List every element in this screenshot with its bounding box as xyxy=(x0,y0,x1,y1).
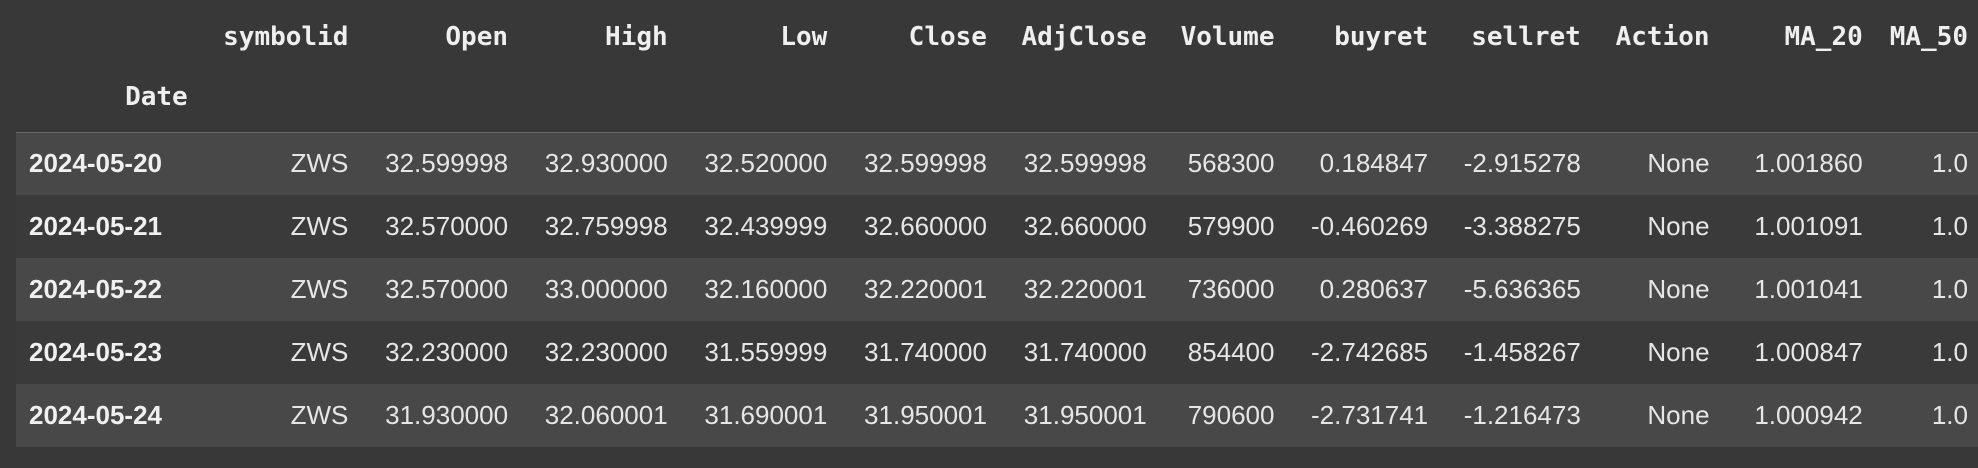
table-cell: 1.000942 xyxy=(1754,400,1863,430)
table-cell: 32.599998 xyxy=(385,148,509,179)
row-index-date: 2024-05-24 xyxy=(29,400,162,430)
table-cell: None xyxy=(1647,400,1710,430)
table-cell: ZWS xyxy=(290,148,349,179)
index-name-row: Date xyxy=(16,74,1978,133)
table-row: 2024-05-24 ZWS 31.930000 32.060001 31.69… xyxy=(16,384,1978,447)
table-cell: 1.001041 xyxy=(1754,274,1863,304)
table-cell: 790600 xyxy=(1187,400,1275,430)
table-cell: 0.280637 xyxy=(1319,274,1429,304)
table-row: 2024-05-23 ZWS 32.230000 32.230000 31.55… xyxy=(16,321,1978,384)
table-cell: 32.759998 xyxy=(544,211,668,241)
table-cell: -1.458267 xyxy=(1463,337,1581,367)
table-cell: 854400 xyxy=(1187,337,1275,367)
table-cell: 31.690001 xyxy=(704,400,828,430)
column-header: sellret xyxy=(1471,22,1581,52)
table-cell: 32.439999 xyxy=(704,211,828,241)
table-cell: ZWS xyxy=(290,337,349,367)
table-cell: 1.0 xyxy=(1931,211,1968,241)
column-header: buyret xyxy=(1334,22,1429,52)
table-cell: 32.220001 xyxy=(1023,274,1147,304)
table-cell: 1.0 xyxy=(1931,148,1968,179)
table-cell: 31.950001 xyxy=(864,400,987,430)
table-cell: 32.520000 xyxy=(704,148,828,179)
column-header-row: symbolid Open High Low Close AdjClose Vo… xyxy=(16,0,1978,74)
table-cell: 31.740000 xyxy=(864,337,987,367)
column-header: Open xyxy=(445,22,509,52)
table-cell: 32.660000 xyxy=(1023,211,1147,241)
row-index-date: 2024-05-22 xyxy=(29,274,162,304)
index-name: Date xyxy=(16,74,198,133)
table-cell: 32.230000 xyxy=(385,337,509,367)
table-cell: 32.570000 xyxy=(385,211,509,241)
column-header: MA_50 xyxy=(1889,22,1968,52)
table-cell: 32.930000 xyxy=(544,148,668,179)
table-row: 2024-05-22 ZWS 32.570000 33.000000 32.16… xyxy=(16,258,1978,321)
table-cell: -1.216473 xyxy=(1463,400,1581,430)
table-cell: 32.060001 xyxy=(544,400,668,430)
table-cell: 31.950001 xyxy=(1023,400,1147,430)
table-cell: None xyxy=(1647,337,1710,367)
table-cell: 32.230000 xyxy=(544,337,668,367)
table-cell: 568300 xyxy=(1187,148,1275,179)
table-cell: ZWS xyxy=(290,274,349,304)
table-cell: 32.160000 xyxy=(704,274,828,304)
table-cell: 32.220001 xyxy=(864,274,987,304)
row-index-date: 2024-05-21 xyxy=(29,211,162,241)
table-cell: 1.0 xyxy=(1931,337,1968,367)
column-header: MA_20 xyxy=(1784,22,1863,52)
table-cell: -2.731741 xyxy=(1311,400,1429,430)
table-row: 2024-05-21 ZWS 32.570000 32.759998 32.43… xyxy=(16,195,1978,258)
column-header: High xyxy=(605,22,668,52)
row-index-date: 2024-05-20 xyxy=(29,148,162,179)
table-cell: 736000 xyxy=(1187,274,1275,304)
table-cell: 32.599998 xyxy=(864,148,987,179)
dataframe-table: symbolid Open High Low Close AdjClose Vo… xyxy=(16,0,1978,447)
table-cell: -2.742685 xyxy=(1311,337,1429,367)
column-header: Volume xyxy=(1180,22,1275,52)
column-header: Close xyxy=(908,22,987,52)
table-cell: 1.0 xyxy=(1931,274,1968,304)
table-cell: 31.559999 xyxy=(704,337,828,367)
row-index-date: 2024-05-23 xyxy=(29,337,162,367)
blank-corner-cell xyxy=(16,0,198,74)
table-cell: -3.388275 xyxy=(1463,211,1581,241)
table-cell: 1.000847 xyxy=(1754,337,1863,367)
column-header: symbolid xyxy=(223,22,349,52)
table-cell: None xyxy=(1647,211,1710,241)
column-header: Action xyxy=(1615,22,1710,52)
table-cell: 1.0 xyxy=(1931,400,1968,430)
table-cell: None xyxy=(1647,274,1710,304)
table-cell: -0.460269 xyxy=(1311,211,1429,241)
table-cell: -2.915278 xyxy=(1463,148,1581,179)
table-cell: 579900 xyxy=(1187,211,1275,241)
table-cell: 1.001860 xyxy=(1754,148,1863,179)
table-row: 2024-05-20 ZWS 32.599998 32.930000 32.52… xyxy=(16,132,1978,195)
column-header: AdjClose xyxy=(1021,22,1147,52)
table-cell: 32.660000 xyxy=(864,211,987,241)
table-cell: ZWS xyxy=(290,211,349,241)
table-cell: ZWS xyxy=(290,400,349,430)
table-cell: 31.740000 xyxy=(1023,337,1147,367)
table-cell: 33.000000 xyxy=(544,274,668,304)
table-cell: None xyxy=(1647,148,1710,179)
table-cell: 32.599998 xyxy=(1023,148,1147,179)
column-header: Low xyxy=(780,22,828,52)
table-cell: 0.184847 xyxy=(1319,148,1429,179)
table-cell: 31.930000 xyxy=(385,400,509,430)
table-cell: 32.570000 xyxy=(385,274,509,304)
table-cell: 1.001091 xyxy=(1754,211,1863,241)
table-cell: -5.636365 xyxy=(1463,274,1581,304)
